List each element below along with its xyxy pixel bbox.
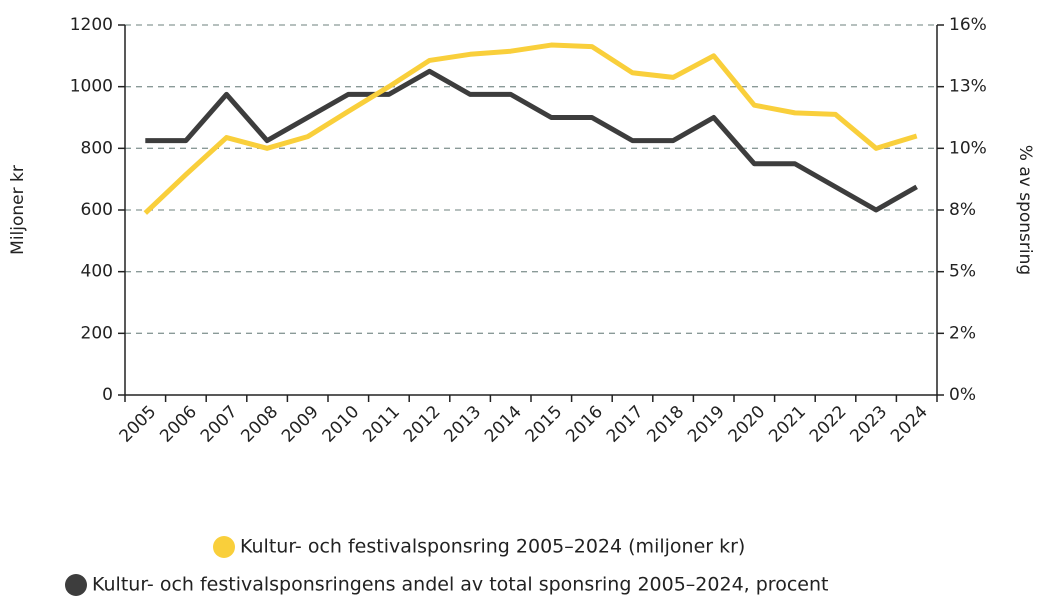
y-tick-label: 1000 [70, 77, 113, 97]
x-tick-label: 2023 [846, 402, 891, 447]
y2-tick-label: 8% [949, 200, 976, 220]
series-line [145, 68, 918, 213]
x-tick-label: 2010 [319, 402, 364, 447]
y-tick-label: 1200 [70, 15, 113, 35]
y-tick-label: 800 [81, 138, 113, 158]
legend-label: Kultur- och festivalsponsringens andel a… [92, 574, 828, 596]
y-tick-label: 200 [81, 323, 113, 343]
x-tick-label: 2016 [562, 402, 607, 447]
y2-tick-label: 10% [949, 138, 987, 158]
x-tick-label: 2013 [440, 402, 485, 447]
x-tick-label: 2020 [725, 402, 770, 447]
x-tick-label: 2006 [156, 402, 201, 447]
legend-swatch [213, 536, 235, 558]
x-tick-label: 2009 [278, 402, 323, 447]
y-axis-label: Miljoner kr [8, 165, 28, 255]
x-tick-label: 2017 [603, 402, 648, 447]
x-tick-label: 2024 [887, 402, 932, 447]
y-tick-label: 0 [102, 385, 113, 405]
y2-tick-label: 13% [949, 77, 987, 97]
y-tick-label: 600 [81, 200, 113, 220]
legend-label: Kultur- och festivalsponsring 2005–2024 … [240, 536, 745, 558]
y2-tick-label: 2% [949, 323, 976, 343]
y2-tick-label: 16% [949, 15, 987, 35]
y2-axis-label: % av sponsring [1015, 145, 1035, 275]
x-tick-label: 2019 [684, 402, 729, 447]
x-tick-label: 2007 [197, 402, 242, 447]
x-tick-label: 2011 [359, 402, 404, 447]
x-tick-label: 2012 [400, 402, 445, 447]
y2-tick-label: 5% [949, 262, 976, 282]
x-tick-label: 2014 [481, 402, 526, 447]
x-tick-label: 2005 [116, 402, 161, 447]
x-tick-label: 2015 [522, 402, 567, 447]
x-tick-label: 2022 [806, 402, 851, 447]
x-tick-label: 2008 [237, 402, 282, 447]
x-tick-label: 2021 [765, 402, 810, 447]
series-line [143, 42, 918, 215]
legend: Kultur- och festivalsponsring 2005–2024 … [65, 536, 828, 596]
legend-swatch [65, 574, 87, 596]
y-tick-label: 400 [81, 262, 113, 282]
x-tick-label: 2018 [643, 402, 688, 447]
y2-tick-label: 0% [949, 385, 976, 405]
